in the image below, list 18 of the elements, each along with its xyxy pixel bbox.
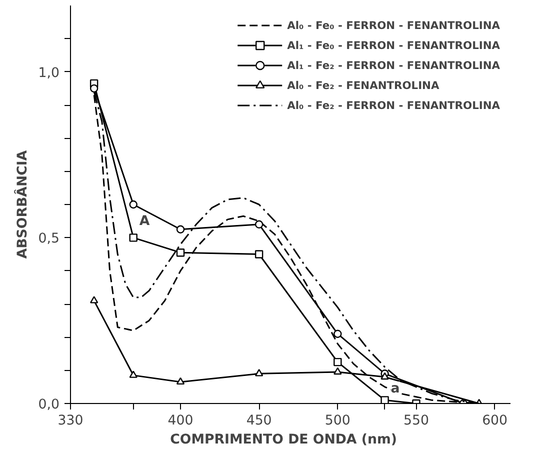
legend-label: Al₀ - Fe₂ - FERRON - FENANTROLINA [287,98,500,112]
y-tick-label: 0,5 [38,232,60,247]
annotation: a [390,382,400,397]
y-tick-label: 0,0 [38,398,60,412]
x-tick-label: 600 [482,414,508,428]
legend-label: Al₀ - Fe₂ - FENANTROLINA [287,78,440,92]
legend-label: Al₁ - Fe₂ - FERRON - FENANTROLINA [287,58,500,72]
legend-label: Al₀ - Fe₀ - FERRON - FENANTROLINA [287,18,500,32]
y-axis-title: ABSORBÂNCIA [13,150,30,259]
legend-label: Al₁ - Fe₀ - FERRON - FENANTROLINA [287,38,500,52]
x-tick-label: 550 [403,414,429,428]
x-tick-label: 500 [324,414,350,428]
x-tick-label: 400 [168,414,194,428]
x-tick-label: 330 [58,414,84,428]
y-tick-label: 1,0 [38,66,60,81]
x-tick-label: 450 [246,414,272,428]
x-axis-title: COMPRIMENTO DE ONDA (nm) [170,432,397,448]
annotation: A [139,214,150,230]
